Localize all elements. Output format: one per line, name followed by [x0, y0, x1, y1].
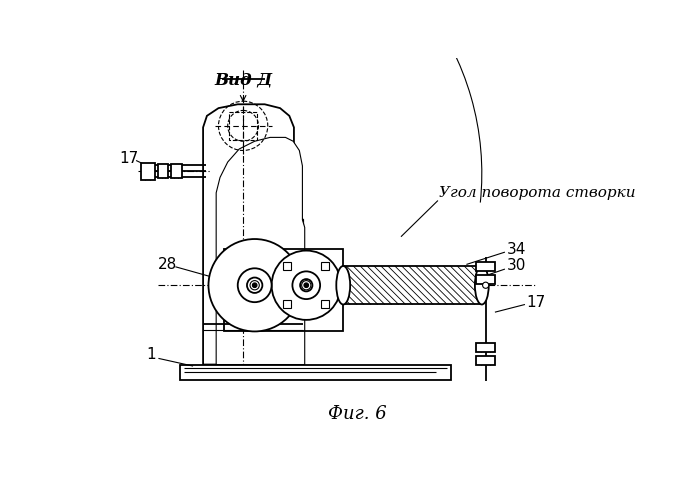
Polygon shape: [343, 266, 482, 304]
Polygon shape: [477, 343, 495, 352]
Text: 30: 30: [507, 258, 526, 273]
Text: Вид Д: Вид Д: [214, 72, 272, 89]
Circle shape: [247, 277, 262, 293]
Text: 28: 28: [158, 257, 178, 272]
Circle shape: [482, 282, 489, 288]
Polygon shape: [343, 266, 482, 304]
Circle shape: [292, 272, 320, 299]
Ellipse shape: [336, 266, 350, 304]
Polygon shape: [216, 137, 305, 364]
Polygon shape: [283, 262, 291, 270]
Circle shape: [304, 283, 308, 287]
Text: 17: 17: [120, 151, 139, 166]
Circle shape: [252, 283, 257, 287]
Text: 17: 17: [526, 295, 546, 310]
Polygon shape: [322, 262, 329, 270]
Circle shape: [208, 239, 301, 332]
Polygon shape: [203, 104, 303, 364]
Polygon shape: [283, 301, 291, 308]
Polygon shape: [337, 266, 343, 304]
Circle shape: [272, 251, 341, 320]
Ellipse shape: [475, 266, 489, 304]
Text: 34: 34: [507, 242, 526, 257]
Text: Угол поворота створки: Угол поворота створки: [440, 186, 636, 200]
Polygon shape: [477, 356, 495, 365]
Text: Фиг. 6: Фиг. 6: [329, 405, 387, 423]
Polygon shape: [322, 301, 329, 308]
Polygon shape: [477, 262, 495, 272]
Circle shape: [300, 279, 312, 291]
Text: 1: 1: [146, 347, 156, 362]
Polygon shape: [141, 163, 155, 180]
Polygon shape: [180, 364, 451, 380]
Polygon shape: [477, 275, 495, 285]
Polygon shape: [159, 165, 168, 178]
Polygon shape: [171, 165, 182, 178]
Circle shape: [238, 268, 272, 302]
